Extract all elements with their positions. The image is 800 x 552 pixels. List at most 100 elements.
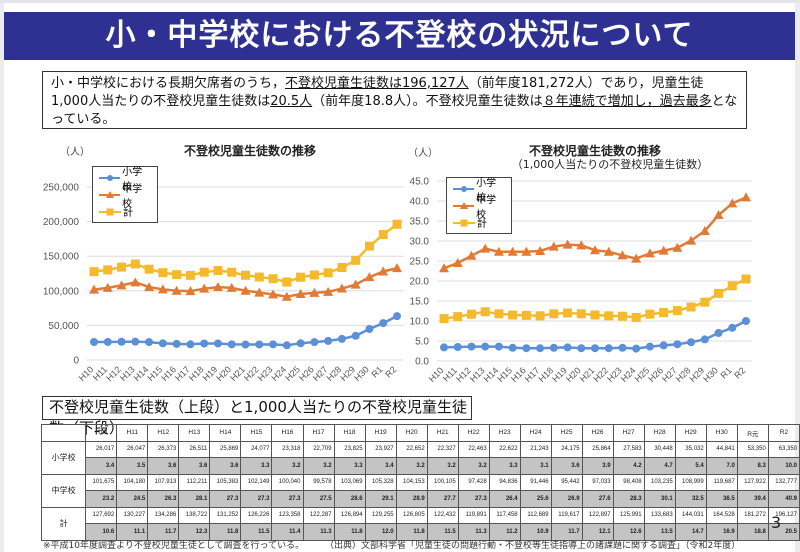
data-point-elementary xyxy=(158,339,167,348)
table-column-header: H23 xyxy=(488,424,521,442)
table-cell-count: 44,841 xyxy=(705,440,738,458)
data-point-total xyxy=(727,281,737,291)
table-cell-count: 26,017 xyxy=(85,440,118,458)
table-cell-count: 104,153 xyxy=(395,473,428,491)
data-point-total xyxy=(199,267,209,277)
table-cell-rate: 23.2 xyxy=(85,490,118,508)
slide-title: 小・中学校における不登校の状況について xyxy=(4,12,795,60)
data-point-total xyxy=(337,262,347,272)
table-row-label: 計 xyxy=(40,506,87,541)
data-point-total xyxy=(672,306,682,316)
data-point-junior xyxy=(226,282,237,292)
legend-item-junior: 中学校 xyxy=(453,195,505,221)
legend-item-elementary: 小学校 xyxy=(99,167,151,193)
data-point-total xyxy=(576,309,586,319)
data-point-junior xyxy=(130,277,141,287)
table-cell-count: 53,350 xyxy=(736,440,769,458)
table-cell-rate: 3.2 xyxy=(457,457,490,475)
right-chart-subtitle: （1,000人当たりの不登校児童生徒数） xyxy=(511,158,709,171)
table-cell-rate: 27.3 xyxy=(209,490,242,508)
y-tick-label: 0 xyxy=(73,356,79,367)
table-cell-rate: 3.4 xyxy=(364,457,397,475)
table-cell-count: 107,913 xyxy=(147,473,180,491)
table-cell-rate: 3.1 xyxy=(519,457,552,475)
data-point-elementary xyxy=(310,338,319,347)
data-point-junior xyxy=(727,198,738,208)
summary-text-4: となっている。 xyxy=(51,94,738,127)
data-point-elementary xyxy=(742,317,750,325)
data-point-elementary xyxy=(577,344,586,353)
table-cell-count: 23,318 xyxy=(271,440,304,458)
page-number: 3 xyxy=(771,513,782,532)
table-column-header: R元 xyxy=(736,424,769,442)
data-point-elementary xyxy=(700,335,709,344)
legend-circle-marker-icon xyxy=(453,185,475,192)
table-cell-count: 102,149 xyxy=(240,473,273,491)
data-point-junior xyxy=(658,245,669,255)
table-cell-rate: 11.7 xyxy=(550,523,583,541)
data-point-elementary xyxy=(200,339,209,348)
table-cell-rate: 27.7 xyxy=(426,490,459,508)
summary-text-1: 小・中学校における長期欠席者のうち， xyxy=(51,76,286,91)
table-cell-count: 103,235 xyxy=(643,473,676,491)
data-point-total xyxy=(480,307,490,317)
table-cell-rate: 29.1 xyxy=(364,490,397,508)
legend-triangle-marker-icon xyxy=(99,190,121,198)
data-point-elementary xyxy=(365,324,374,333)
data-point-elementary xyxy=(393,312,401,321)
table-row-count: 計 127,692 130,227 134,286 138,722 131,252 126,… xyxy=(40,506,800,541)
data-point-total xyxy=(158,268,168,278)
y-tick-label: 25.0 xyxy=(410,257,430,268)
table-cell-rate: 27.3 xyxy=(271,490,304,508)
data-point-elementary xyxy=(508,343,517,352)
data-point-elementary xyxy=(618,343,627,352)
data-point-junior xyxy=(199,283,210,293)
table-cell-rate: 11.4 xyxy=(271,523,304,541)
data-point-total xyxy=(254,272,264,282)
table-cell-count: 119,891 xyxy=(457,506,490,524)
table-cell-rate: 5.4 xyxy=(674,457,707,475)
table-cell-count: 126,226 xyxy=(240,506,273,524)
table-cell-count: 133,683 xyxy=(643,506,676,524)
right-chart-unit: （人） xyxy=(408,148,438,159)
data-point-junior xyxy=(713,210,724,219)
table-cell-rate: 11.8 xyxy=(395,523,428,541)
table-cell-rate: 27.5 xyxy=(302,490,335,508)
data-point-junior xyxy=(548,241,559,251)
data-point-elementary xyxy=(117,337,126,346)
footnote: ※平成10年度調査より不登校児童生徒として調査を行っている。 xyxy=(43,541,305,551)
data-point-junior xyxy=(116,280,127,290)
table-column-header: H28 xyxy=(643,424,676,442)
data-point-junior xyxy=(171,285,182,295)
table-cell-count: 125,991 xyxy=(612,506,645,524)
table-cell-count: 105,383 xyxy=(209,473,242,491)
data-point-elementary xyxy=(536,344,545,353)
data-point-junior xyxy=(452,258,463,267)
data-point-junior xyxy=(480,243,491,253)
data-point-elementary xyxy=(241,340,250,349)
table-cell-count: 117,458 xyxy=(488,506,521,524)
table-column-header: H14 xyxy=(209,424,242,442)
legend-item-elementary: 小学校 xyxy=(453,178,505,204)
table-row-rate: 23.2 24.5 26.3 28.1 27.3 27.3 27.3 27.5 28.6 29.1… xyxy=(42,490,800,508)
table-cell-count: 131,252 xyxy=(209,506,242,524)
table-cell-rate: 3.2 xyxy=(426,457,459,475)
data-point-elementary xyxy=(591,344,599,353)
table-cell-count: 26,511 xyxy=(178,440,211,458)
data-point-total xyxy=(144,264,154,274)
table-cell-count: 94,836 xyxy=(488,473,521,491)
data-point-junior xyxy=(89,284,99,294)
data-point-total xyxy=(508,310,518,320)
table-cell-count: 25,864 xyxy=(581,440,614,458)
data-point-junior xyxy=(686,235,697,245)
table-cell-count: 129,255 xyxy=(364,506,397,524)
table-cell-count: 126,805 xyxy=(395,506,428,524)
data-point-total xyxy=(392,219,402,229)
table-cell-rate: 3.6 xyxy=(550,457,583,475)
table-column-header: H27 xyxy=(612,424,645,442)
data-point-elementary xyxy=(453,343,462,351)
data-point-junior xyxy=(268,289,279,299)
data-point-total xyxy=(439,314,449,324)
table-cell-rate: 20.5 xyxy=(767,523,800,541)
data-point-total xyxy=(351,255,361,265)
